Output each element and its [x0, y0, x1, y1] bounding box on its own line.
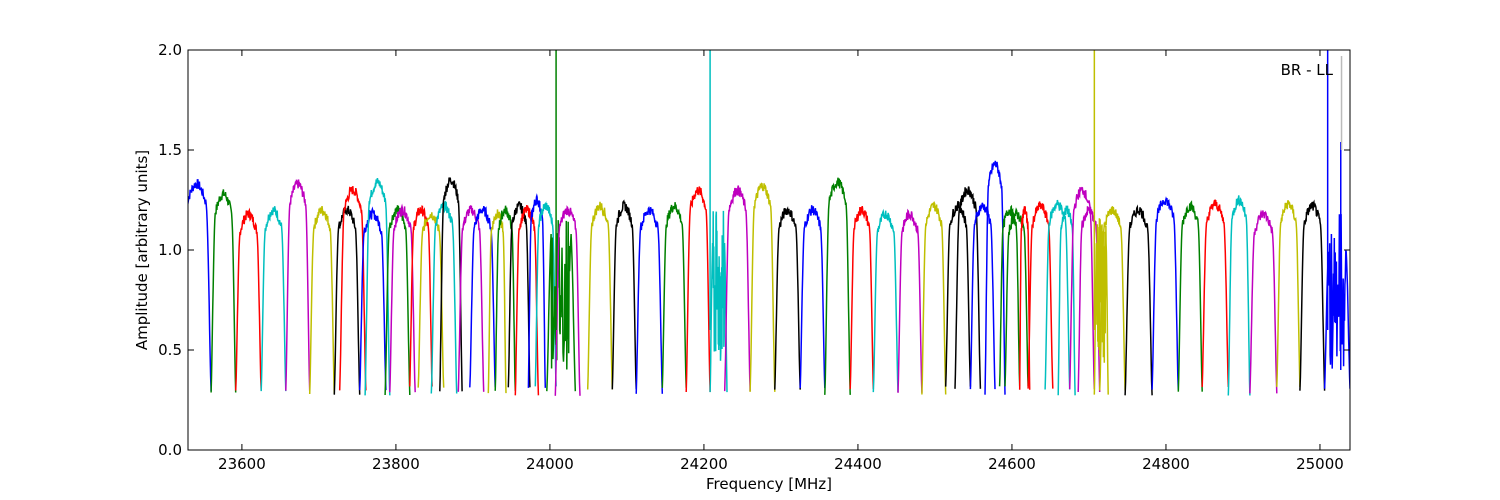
annotation-label: BR - LL	[1281, 61, 1334, 79]
spectrum-segment-47	[1018, 206, 1031, 390]
y-axis: 0.0 0.5 1.0 1.5 2.0	[158, 41, 1350, 459]
spectrum-segment-11	[389, 203, 416, 393]
spectrum-segment-52	[1077, 206, 1101, 393]
spectrum-segment-18	[487, 209, 507, 394]
spectrum-segment-46	[1004, 207, 1029, 387]
spectrum-segment-10	[384, 205, 411, 396]
spectrum-segment-6	[333, 205, 361, 395]
spectrum-segment-4	[285, 179, 311, 391]
spectrum-segment-0	[188, 179, 212, 392]
spectrum-segment-29	[661, 202, 687, 388]
y-tick-label: 0.0	[158, 441, 182, 459]
spectrum-segment-7	[338, 186, 367, 391]
x-tick-label: 24000	[526, 455, 574, 473]
y-tick-label: 0.5	[158, 341, 182, 359]
x-tick-label: 24600	[988, 455, 1036, 473]
spectrum-segment-26	[586, 201, 614, 390]
x-axis: 23600 23800 24000 24200 24400 24600 24800 25000	[218, 50, 1344, 473]
spectrum-segment-24	[546, 220, 577, 392]
spectrum-segment-34	[774, 206, 801, 390]
x-tick-label: 25000	[1296, 455, 1344, 473]
x-tick-label: 24200	[680, 455, 728, 473]
spectrum-segment-42	[954, 186, 982, 389]
spectrum-segment-3	[260, 206, 287, 392]
spectrum-segment-14	[430, 200, 458, 394]
spectrum-segment-8	[358, 206, 387, 391]
spectrum-segment-62	[1299, 199, 1326, 391]
spectrum-segment-32	[723, 185, 751, 392]
spectrum-segment-16	[457, 205, 485, 392]
spectrum-segment-17	[469, 205, 496, 388]
spectrum-segment-28	[635, 205, 664, 394]
spectrum-segment-5	[308, 206, 336, 395]
y-tick-label: 1.0	[158, 241, 182, 259]
spectrum-segment-33	[749, 182, 776, 392]
spectrum-segment-36	[824, 177, 851, 395]
spectrum-segment-58	[1201, 198, 1230, 388]
y-tick-label: 1.5	[158, 141, 182, 159]
spectrum-segment-53	[1093, 218, 1109, 395]
spectrum-segment-23	[534, 201, 557, 387]
spectrum-segment-13	[417, 212, 445, 388]
spectrum-segment-61	[1276, 200, 1301, 387]
x-tick-label: 24800	[1142, 455, 1190, 473]
spectrum-segment-31	[709, 210, 728, 393]
spectrum-segment-39	[897, 208, 923, 393]
spectrum-segment-63	[1323, 214, 1350, 389]
spectrum-segment-27	[611, 199, 637, 390]
spectrum-segment-35	[799, 205, 826, 389]
spectrum-segment-43	[969, 202, 996, 390]
spectrum-segment-1	[210, 189, 237, 393]
spectrum-segment-55	[1124, 204, 1153, 396]
spectrum-segment-15	[439, 177, 463, 392]
spectrum-segment-22	[527, 193, 547, 388]
spectrum-segment-45	[998, 204, 1021, 387]
spectrum-segment-59	[1227, 195, 1251, 396]
spectrum-segment-44	[984, 160, 1006, 395]
y-axis-label: Amplitude [arbitrary units]	[133, 150, 151, 350]
spectrum-segment-12	[409, 205, 433, 387]
x-tick-label: 23800	[372, 455, 420, 473]
spectrum-segment-54	[1098, 206, 1126, 391]
spectrum-segment-60	[1249, 209, 1278, 394]
spectrum-segment-57	[1177, 200, 1203, 392]
spectrum-segment-40	[921, 200, 947, 395]
x-tick-label: 24400	[834, 455, 882, 473]
spectrum-segment-41	[944, 201, 972, 387]
spectrum-segment-25	[554, 205, 581, 396]
x-tick-label: 23600	[218, 455, 266, 473]
spectrum-segment-21	[514, 205, 540, 396]
x-axis-label: Frequency [MHz]	[706, 475, 832, 493]
series-layer	[188, 50, 1350, 396]
spectrum-segment-2	[234, 207, 262, 391]
spectrum-segment-20	[507, 200, 531, 388]
spectrum-segment-9	[364, 177, 391, 396]
spectrum-segment-56	[1151, 196, 1180, 390]
spectrum-segment-38	[872, 208, 899, 393]
spectrum-segment-49	[1044, 199, 1071, 390]
spectrum-segment-37	[849, 205, 875, 390]
spectrum-segment-30	[685, 186, 711, 393]
y-tick-label: 2.0	[158, 41, 182, 59]
